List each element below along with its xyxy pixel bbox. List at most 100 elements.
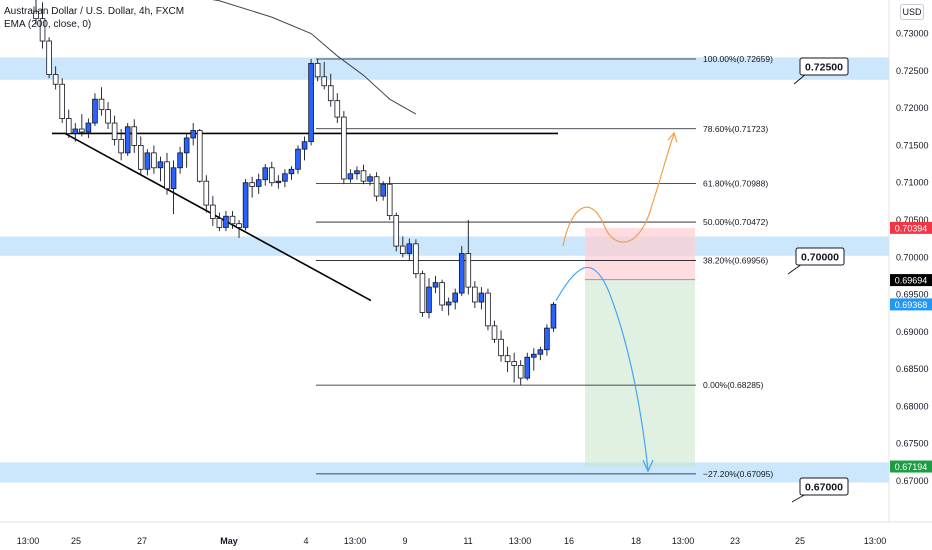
price-tag[interactable]: 0.69368 [890, 298, 932, 311]
candle[interactable] [65, 109, 72, 138]
candle[interactable] [183, 134, 190, 168]
candle[interactable] [46, 37, 52, 79]
candle[interactable] [301, 136, 308, 161]
candle[interactable] [268, 161, 275, 187]
candle[interactable] [386, 176, 393, 220]
candle[interactable] [223, 211, 229, 232]
candle[interactable] [170, 160, 177, 215]
candle[interactable] [288, 166, 295, 180]
candle[interactable] [458, 246, 465, 297]
candle[interactable] [137, 136, 144, 176]
candle[interactable] [485, 288, 491, 331]
candle[interactable] [432, 275, 439, 294]
candle[interactable] [334, 93, 341, 124]
candle[interactable] [426, 278, 432, 319]
candle[interactable] [347, 169, 354, 183]
bullish-path-arrow[interactable] [562, 134, 675, 247]
candle[interactable] [249, 176, 255, 198]
candle[interactable] [177, 146, 183, 174]
candle[interactable] [190, 123, 197, 146]
candle[interactable] [524, 352, 531, 381]
candle[interactable] [255, 173, 262, 194]
candle[interactable] [79, 114, 85, 137]
candle[interactable] [544, 324, 550, 356]
candle[interactable] [327, 73, 334, 107]
price-tag[interactable]: 0.67194 [890, 460, 932, 473]
candle[interactable] [39, 2, 46, 49]
zone-callout[interactable]: 0.72500 [793, 57, 849, 85]
candle[interactable] [216, 212, 223, 232]
candle[interactable] [373, 172, 380, 202]
candle[interactable] [236, 219, 242, 238]
price-tag[interactable]: 0.70394 [890, 221, 932, 234]
candle[interactable] [380, 181, 386, 201]
candle[interactable] [98, 87, 105, 116]
descending-trendline[interactable] [64, 132, 372, 302]
candle[interactable] [151, 145, 157, 174]
support-resistance-zone[interactable] [0, 57, 889, 80]
candle[interactable] [452, 288, 458, 310]
candle[interactable] [511, 352, 517, 383]
candle[interactable] [157, 156, 164, 182]
candle[interactable] [478, 287, 485, 310]
candle[interactable] [550, 302, 557, 332]
candle[interactable] [111, 115, 118, 146]
candle[interactable] [164, 152, 170, 195]
candle[interactable] [144, 149, 151, 176]
bearish-path-arrow[interactable] [555, 266, 649, 470]
candle[interactable] [282, 169, 288, 188]
candle[interactable] [498, 330, 504, 362]
candle[interactable] [314, 58, 321, 82]
indicator-legend[interactable]: EMA (200, close, 0) [4, 19, 92, 30]
candle[interactable] [531, 348, 537, 371]
candle[interactable] [308, 58, 314, 146]
candle[interactable] [354, 166, 360, 180]
price-tag[interactable]: 0.69694 [890, 274, 932, 287]
candle[interactable] [419, 270, 426, 317]
candle[interactable] [465, 219, 472, 295]
candle[interactable] [275, 175, 282, 189]
candle-body [268, 167, 275, 184]
candle[interactable] [406, 238, 413, 261]
support-resistance-zone[interactable] [0, 462, 889, 483]
zone-callout[interactable]: 0.67000 [791, 477, 849, 503]
stop-loss-zone[interactable] [585, 227, 695, 280]
candle[interactable] [118, 129, 124, 161]
candle[interactable] [72, 123, 79, 142]
candle[interactable] [367, 173, 373, 186]
candle[interactable] [445, 297, 452, 316]
candle[interactable] [59, 78, 65, 124]
support-resistance-zone[interactable] [0, 236, 889, 256]
candle[interactable] [203, 175, 210, 213]
candle[interactable] [33, 0, 39, 25]
candle[interactable] [504, 346, 511, 373]
take-profit-zone[interactable] [585, 279, 695, 467]
candle[interactable] [52, 66, 59, 90]
candle[interactable] [321, 61, 327, 90]
candle[interactable] [517, 360, 524, 386]
zone-callout[interactable]: 0.70000 [787, 247, 845, 275]
candle[interactable] [295, 145, 301, 174]
candle[interactable] [85, 118, 92, 138]
candle[interactable] [229, 211, 236, 229]
candle[interactable] [413, 239, 419, 279]
candle[interactable] [262, 164, 269, 186]
candle[interactable] [341, 111, 347, 185]
candle[interactable] [210, 196, 216, 226]
candle[interactable] [105, 102, 111, 130]
candle[interactable] [124, 123, 131, 156]
candle[interactable] [360, 164, 367, 185]
candle[interactable] [537, 346, 544, 361]
candle[interactable] [472, 281, 478, 308]
ema200-line[interactable] [62, 0, 417, 115]
candle[interactable] [242, 178, 249, 231]
candle[interactable] [131, 119, 138, 153]
candle[interactable] [393, 212, 400, 252]
candle[interactable] [196, 129, 203, 183]
candle[interactable] [491, 320, 498, 344]
currency-button[interactable]: USD [900, 4, 924, 20]
candle[interactable] [439, 279, 445, 311]
candle[interactable] [399, 236, 406, 258]
candle[interactable] [92, 93, 98, 127]
